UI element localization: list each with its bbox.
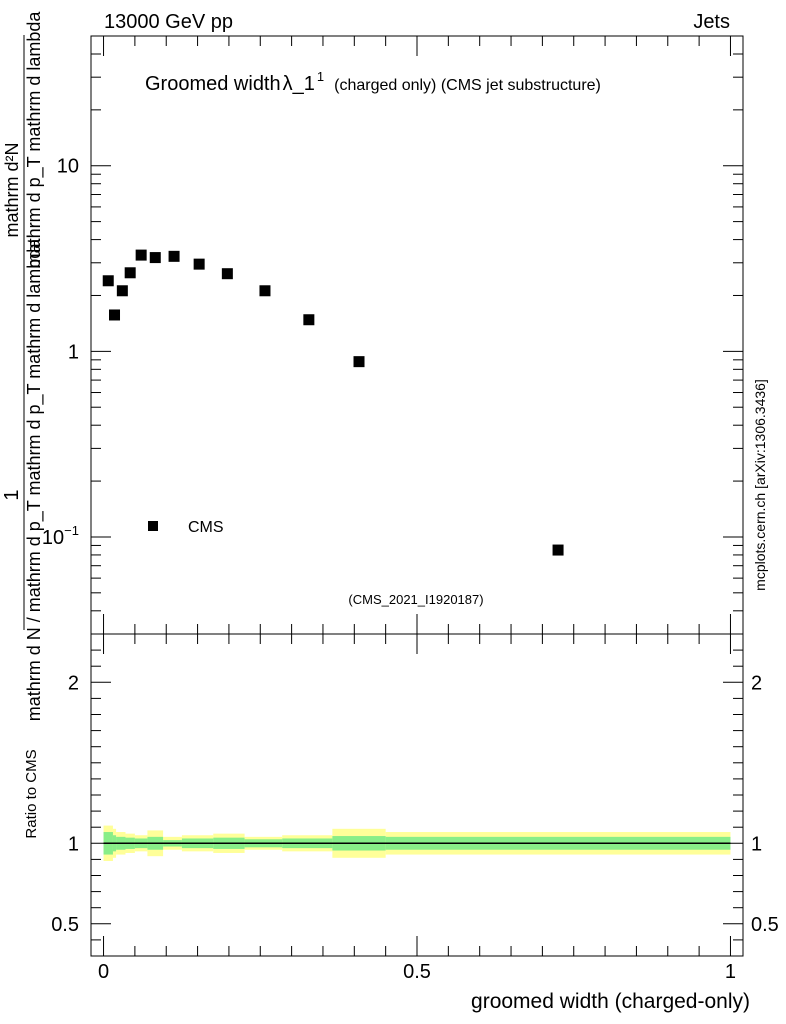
legend-marker (148, 521, 158, 531)
data-point (135, 249, 147, 261)
ratio-y-tick-label: 2 (68, 672, 79, 694)
ratio-y-tick-label: 0.5 (51, 914, 79, 936)
watermark: mcplots.cern.ch [arXiv:1306.3436] (752, 379, 768, 591)
x-tick-label: 0 (98, 961, 109, 983)
data-point (124, 267, 136, 279)
main-y-ticks: 10−1 1 10 (42, 35, 743, 635)
header-left: 13000 GeV pp (104, 11, 233, 33)
y-tick-label: 1 (68, 341, 79, 363)
ylabel-top-numerator: mathrm d²N (2, 142, 22, 237)
data-point (353, 356, 365, 368)
data-point (303, 314, 315, 326)
header-right: Jets (693, 11, 730, 33)
analysis-label: (CMS_2021_I1920187) (348, 592, 483, 607)
ratio-y-tick-label-right: 2 (751, 672, 762, 694)
ylabel-denominator: mathrm d N / mathrm d p_T mathrm d p_T m… (24, 238, 45, 721)
chart-title: Groomed width λ_1 1 (charged only) (CMS jet… (145, 69, 601, 95)
legend-label: CMS (188, 519, 224, 536)
x-tick-label: 0.5 (403, 961, 431, 983)
data-point (193, 258, 205, 270)
data-point (109, 309, 121, 321)
data-point (259, 285, 271, 297)
data-point (552, 544, 564, 556)
title-symbol: λ_1 (283, 73, 315, 95)
ylabel-numerator: 1 (1, 489, 23, 500)
title-suffix: (charged only) (CMS jet substructure) (334, 77, 601, 94)
main-x-ticks (103, 36, 731, 634)
x-tick-label: 1 (725, 961, 736, 983)
ratio-frame (90, 633, 744, 957)
main-plot-area: 10−1 1 10 (42, 35, 744, 635)
ratio-x-ticks: 0 0.5 1 (98, 634, 736, 983)
x-axis-label: groomed width (charged-only) (471, 990, 750, 1013)
ratio-y-label: Ratio to CMS (23, 749, 40, 838)
data-points (102, 249, 564, 556)
data-point (221, 268, 233, 280)
main-frame (90, 35, 744, 635)
data-point (102, 275, 114, 287)
ylabel-top-denominator: mathrm d p_T mathrm d lambda (24, 11, 45, 269)
data-point (149, 252, 161, 264)
y-tick-label: 10 (57, 156, 79, 178)
data-point (116, 285, 128, 297)
ratio-y-tick-label: 1 (68, 833, 79, 855)
title-superscript: 1 (317, 69, 324, 84)
ratio-plot-area: 0.5 0.51 12 2 0 0.5 1 (51, 633, 779, 983)
y-tick-label: 10−1 (42, 523, 79, 549)
ratio-y-tick-label-right: 1 (751, 833, 762, 855)
ratio-y-tick-label-right: 0.5 (751, 914, 779, 936)
ratio-y-ticks: 0.5 0.5 1 1 2 2 (51, 649, 779, 941)
title-main: Groomed width (145, 73, 281, 95)
data-point (168, 250, 180, 262)
main-y-label: 1 mathrm d N / mathrm d p_T mathrm d p_T… (1, 11, 45, 722)
